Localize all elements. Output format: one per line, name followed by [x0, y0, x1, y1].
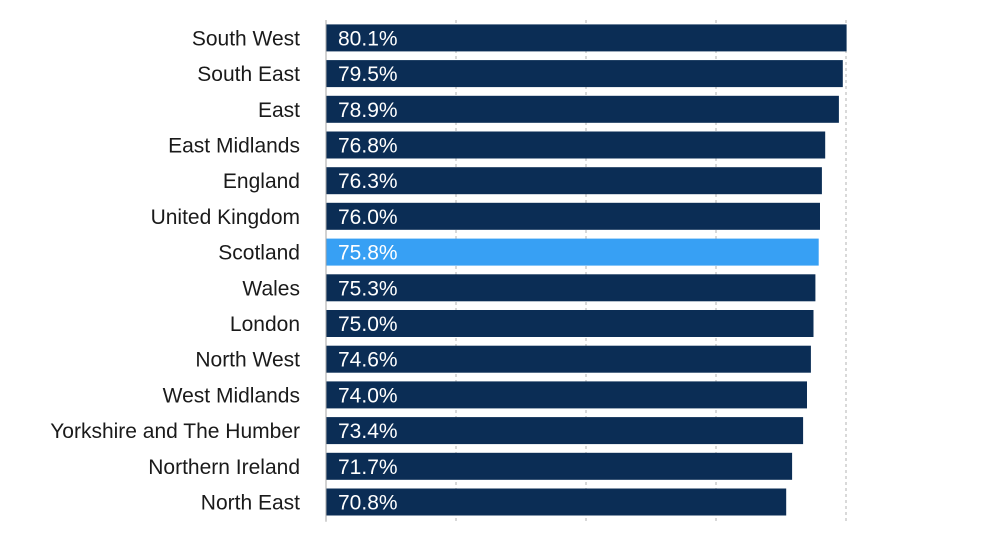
bar-northern-ireland [326, 452, 793, 480]
value-label-south-west: 80.1% [338, 27, 398, 50]
value-label-wales: 75.3% [338, 277, 398, 300]
category-label-east-midlands: East Midlands [168, 135, 300, 158]
value-label-north-west: 74.6% [338, 349, 398, 372]
bar-united-kingdom [326, 202, 820, 230]
bar-south-west [326, 24, 847, 52]
category-label-wales: Wales [242, 277, 300, 300]
value-label-northern-ireland: 71.7% [338, 456, 398, 479]
bar-north-west [326, 345, 811, 373]
bar-west-midlands [326, 381, 807, 409]
bars: 80.1% 79.5% 78.9% 76.8% 76.3% 76.0% 75.8% 75.3%… [326, 24, 847, 516]
category-label-england: England [223, 170, 300, 193]
gridlines [455, 20, 847, 522]
category-labels: South West South East East East Midlands Eng… [50, 27, 300, 514]
value-label-west-midlands: 74.0% [338, 384, 398, 407]
bar-yorkshire-and-the-humber [326, 417, 804, 445]
category-label-scotland: Scotland [218, 242, 300, 265]
value-label-south-east: 79.5% [338, 63, 398, 86]
value-label-scotland: 75.8% [338, 242, 398, 265]
value-label-united-kingdom: 76.0% [338, 206, 398, 229]
value-label-yorkshire-and-the-humber: 73.4% [338, 420, 398, 443]
category-label-northern-ireland: Northern Ireland [148, 456, 300, 479]
category-label-north-east: North East [201, 492, 300, 515]
bar-wales [326, 274, 816, 302]
bar-east-midlands [326, 131, 826, 159]
category-label-south-west: South West [192, 27, 300, 50]
bar-south-east [326, 60, 843, 88]
bar-england [326, 167, 822, 195]
bar-east [326, 95, 839, 123]
category-label-london: London [230, 313, 300, 336]
value-label-east: 78.9% [338, 99, 398, 122]
value-label-north-east: 70.8% [338, 492, 398, 515]
bar-north-east [326, 488, 787, 516]
category-label-united-kingdom: United Kingdom [151, 206, 300, 229]
category-label-east: East [258, 99, 300, 122]
value-label-england: 76.3% [338, 170, 398, 193]
bar-scotland [326, 238, 819, 266]
category-label-south-east: South East [197, 63, 300, 86]
value-label-london: 75.0% [338, 313, 398, 336]
value-label-east-midlands: 76.8% [338, 135, 398, 158]
category-label-yorkshire-and-the-humber: Yorkshire and The Humber [50, 420, 300, 443]
category-label-west-midlands: West Midlands [163, 384, 300, 407]
bar-london [326, 310, 814, 337]
category-label-north-west: North West [195, 349, 300, 372]
